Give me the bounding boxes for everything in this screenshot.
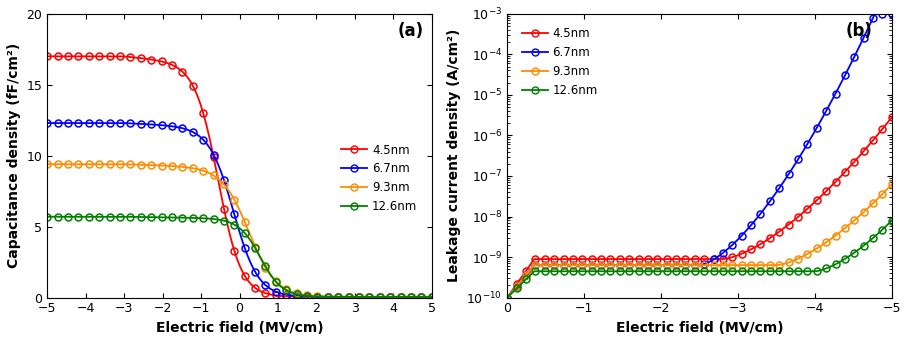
Legend: 4.5nm, 6.7nm, 9.3nm, 12.6nm: 4.5nm, 6.7nm, 9.3nm, 12.6nm [517,23,602,102]
X-axis label: Electric field (MV/cm): Electric field (MV/cm) [616,321,784,335]
Y-axis label: Leakage current density (A/cm²): Leakage current density (A/cm²) [447,29,461,282]
Text: (b): (b) [845,22,873,40]
Legend: 4.5nm, 6.7nm, 9.3nm, 12.6nm: 4.5nm, 6.7nm, 9.3nm, 12.6nm [337,139,422,218]
Text: (a): (a) [397,22,423,40]
X-axis label: Electric field (MV/cm): Electric field (MV/cm) [155,321,323,335]
Y-axis label: Capacitance density (fF/cm²): Capacitance density (fF/cm²) [7,43,21,268]
